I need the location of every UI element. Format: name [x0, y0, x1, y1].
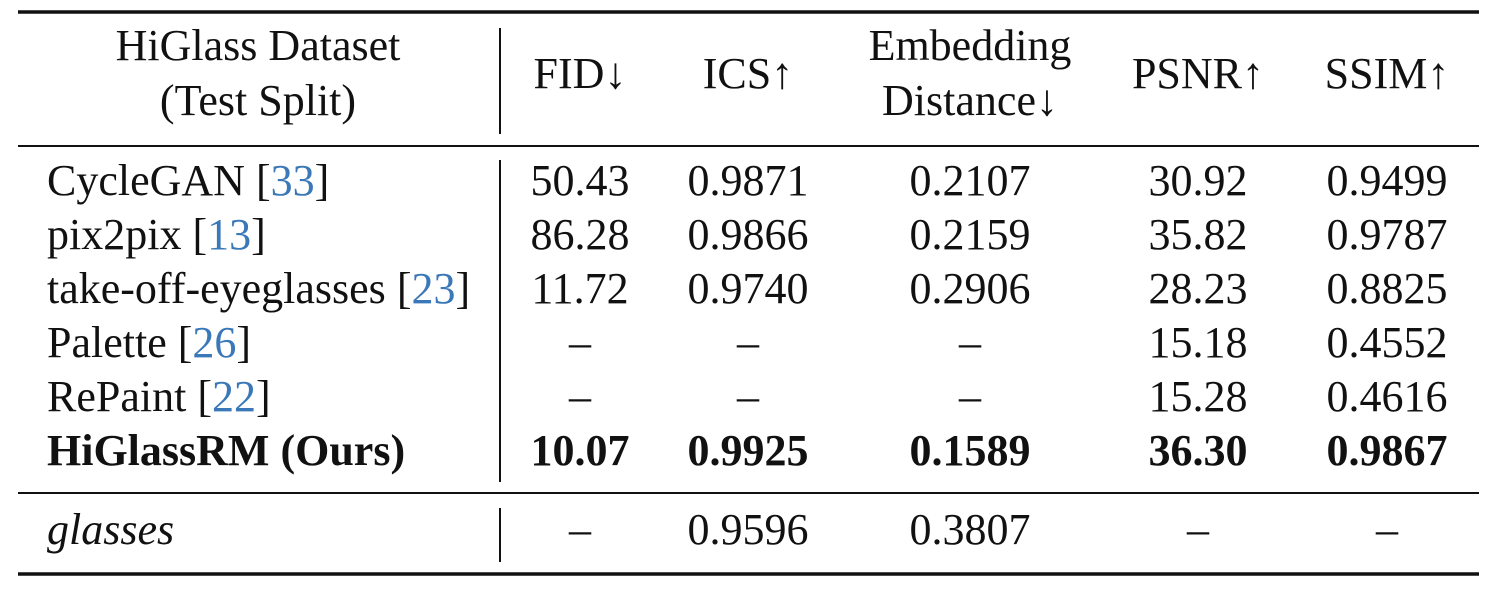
citation-bracket: [ — [192, 210, 207, 259]
value-cell: – — [736, 318, 760, 367]
value-cell: 0.1589 — [910, 426, 1031, 475]
value-cell: 50.43 — [531, 156, 630, 205]
value-cell: 0.9925 — [688, 426, 809, 475]
value-cell: 0.9499 — [1327, 156, 1448, 205]
value-cell: – — [568, 505, 592, 554]
method-name: Palette — [47, 318, 167, 367]
value-cell: 0.2107 — [910, 156, 1031, 205]
value-cell: – — [1186, 505, 1210, 554]
value-cell: – — [958, 318, 982, 367]
citation-bracket: ] — [236, 318, 251, 367]
citation: 26 — [192, 318, 236, 367]
value-cell: 0.9866 — [688, 210, 809, 259]
value-cell: 28.23 — [1149, 264, 1248, 313]
header-cell: Distance↓ — [882, 76, 1058, 125]
value-cell: – — [568, 318, 592, 367]
value-cell: 30.92 — [1149, 156, 1248, 205]
method-name: pix2pix — [47, 210, 181, 259]
header-cell: SSIM↑ — [1325, 49, 1450, 98]
header-cell: PSNR↑ — [1132, 49, 1264, 98]
value-cell: 0.9787 — [1327, 210, 1448, 259]
value-cell: – — [736, 372, 760, 421]
method-cell: take-off-eyeglasses [23] — [47, 264, 470, 313]
header-cell: (Test Split) — [160, 76, 356, 125]
method-cell: RePaint [22] — [47, 372, 271, 421]
value-cell: 10.07 — [531, 426, 630, 475]
method-cell: HiGlassRM (Ours) — [47, 426, 405, 475]
method-name: RePaint — [47, 372, 186, 421]
value-cell: – — [958, 372, 982, 421]
header-cell: Embedding — [869, 21, 1072, 70]
header-cell: HiGlass Dataset — [116, 21, 401, 70]
value-cell: – — [1375, 505, 1399, 554]
citation-bracket: [ — [256, 156, 271, 205]
value-cell: 35.82 — [1149, 210, 1248, 259]
citation: 22 — [212, 372, 256, 421]
value-cell: 0.2906 — [910, 264, 1031, 313]
citation-bracket: ] — [251, 210, 266, 259]
value-cell: 36.30 — [1149, 426, 1248, 475]
method-cell: pix2pix [13] — [47, 210, 266, 259]
citation-bracket: [ — [397, 264, 412, 313]
value-cell: 86.28 — [531, 210, 630, 259]
method-cell: glasses — [47, 505, 174, 554]
value-cell: 0.4616 — [1327, 372, 1448, 421]
header-cell: FID↓ — [534, 49, 627, 98]
method-cell: Palette [26] — [47, 318, 251, 367]
method-name: HiGlassRM (Ours) — [47, 426, 405, 475]
citation: 33 — [271, 156, 315, 205]
value-cell: 0.9867 — [1327, 426, 1448, 475]
value-cell: 0.8825 — [1327, 264, 1448, 313]
method-name: glasses — [47, 505, 174, 554]
method-name: take-off-eyeglasses — [47, 264, 386, 313]
method-name: CycleGAN — [47, 156, 245, 205]
citation-bracket: ] — [455, 264, 470, 313]
citation: 13 — [207, 210, 251, 259]
citation-bracket: ] — [256, 372, 271, 421]
value-cell: 0.9871 — [688, 156, 809, 205]
citation-bracket: [ — [178, 318, 193, 367]
value-cell: 0.4552 — [1327, 318, 1448, 367]
value-cell: 15.18 — [1149, 318, 1248, 367]
method-cell: CycleGAN [33] — [47, 156, 329, 205]
value-cell: 11.72 — [531, 264, 628, 313]
value-cell: 0.9596 — [688, 505, 809, 554]
header-cell: ICS↑ — [703, 49, 793, 98]
value-cell: 0.3807 — [910, 505, 1031, 554]
value-cell: 0.2159 — [910, 210, 1031, 259]
citation-bracket: ] — [315, 156, 330, 205]
value-cell: – — [568, 372, 592, 421]
citation: 23 — [411, 264, 455, 313]
citation-bracket: [ — [197, 372, 212, 421]
value-cell: 15.28 — [1149, 372, 1248, 421]
value-cell: 0.9740 — [688, 264, 809, 313]
